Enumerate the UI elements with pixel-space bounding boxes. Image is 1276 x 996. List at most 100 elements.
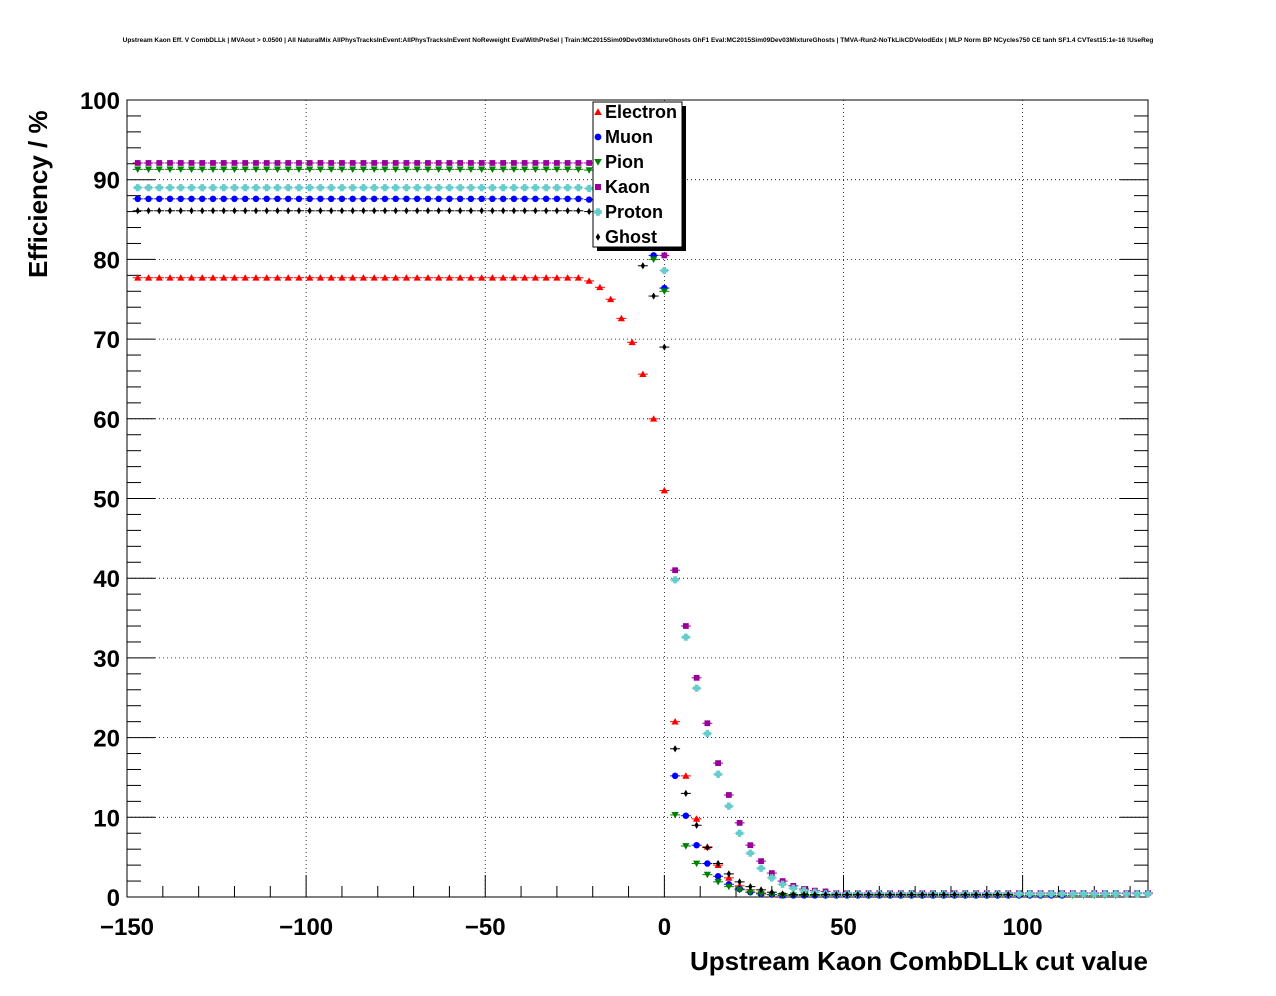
- data-point: [338, 195, 346, 203]
- data-point: [349, 274, 357, 281]
- data-point: [682, 812, 690, 819]
- data-point: [531, 274, 539, 281]
- data-point: [306, 274, 314, 281]
- data-point: [435, 184, 443, 192]
- legend-label-pion: Pion: [605, 152, 644, 172]
- data-point: [414, 160, 421, 166]
- data-point: [522, 207, 527, 215]
- data-point: [1090, 890, 1098, 898]
- data-point: [252, 195, 260, 203]
- data-point: [381, 166, 389, 173]
- data-point: [672, 567, 678, 574]
- data-point: [671, 576, 679, 584]
- data-point: [177, 166, 185, 173]
- data-point: [166, 166, 174, 173]
- data-point: [209, 184, 217, 192]
- data-point: [435, 274, 443, 281]
- data-point: [220, 166, 228, 173]
- data-point: [155, 274, 163, 281]
- legend-marker-kaon: [594, 183, 602, 191]
- data-point: [823, 891, 828, 899]
- data-point: [157, 207, 162, 215]
- data-point: [488, 166, 497, 173]
- data-point: [963, 891, 968, 899]
- data-point: [445, 166, 454, 173]
- data-point: [402, 274, 411, 281]
- data-point: [264, 207, 269, 215]
- data-point: [241, 274, 249, 281]
- data-point: [252, 274, 260, 281]
- data-point: [220, 184, 228, 192]
- data-point: [1112, 890, 1120, 898]
- data-point: [263, 184, 271, 192]
- data-point: [273, 184, 282, 192]
- data-point: [693, 684, 701, 692]
- data-point: [144, 274, 153, 281]
- data-point: [789, 884, 797, 892]
- data-point: [458, 207, 463, 215]
- data-point: [521, 274, 529, 281]
- data-point: [812, 891, 817, 899]
- data-point: [134, 166, 142, 173]
- data-point: [715, 760, 721, 766]
- series-kaon: [132, 160, 1153, 896]
- data-point: [134, 184, 142, 192]
- data-point: [490, 207, 495, 215]
- data-point: [467, 274, 475, 281]
- data-point: [705, 843, 710, 852]
- data-point: [1122, 890, 1131, 898]
- data-point: [714, 878, 722, 886]
- data-point: [134, 195, 141, 203]
- data-point: [232, 207, 237, 215]
- data-point: [243, 207, 248, 215]
- data-point: [1026, 890, 1034, 898]
- data-point: [521, 160, 528, 166]
- data-point: [585, 184, 593, 193]
- data-point: [403, 160, 410, 166]
- data-point: [1047, 890, 1055, 898]
- data-point: [402, 184, 411, 192]
- data-point: [349, 184, 357, 192]
- data-point: [941, 891, 946, 899]
- data-point: [866, 891, 871, 899]
- data-point: [693, 815, 701, 822]
- data-point: [543, 160, 550, 166]
- data-point: [144, 166, 153, 173]
- data-point: [778, 880, 787, 888]
- data-point: [564, 166, 572, 173]
- y-axis-title: Efficiency / %: [23, 110, 53, 278]
- data-point: [361, 207, 366, 215]
- data-point: [446, 195, 453, 203]
- data-point: [339, 160, 345, 166]
- data-point: [284, 166, 292, 173]
- data-point: [177, 184, 185, 192]
- data-point: [177, 195, 184, 203]
- data-point: [359, 184, 368, 192]
- series-proton: [132, 184, 1153, 898]
- data-point: [909, 891, 914, 899]
- data-point: [532, 160, 539, 166]
- data-point: [682, 843, 690, 850]
- data-point: [338, 274, 346, 281]
- data-point: [189, 207, 194, 215]
- data-point: [306, 166, 314, 173]
- data-point: [489, 160, 496, 166]
- data-point: [660, 266, 668, 275]
- data-point: [456, 184, 464, 192]
- data-point: [392, 166, 400, 173]
- data-point: [327, 184, 335, 192]
- legend-marker-electron: [594, 108, 602, 116]
- data-point: [553, 184, 561, 192]
- data-point: [746, 849, 754, 857]
- data-point: [565, 207, 570, 215]
- data-point: [307, 207, 312, 215]
- data-point: [693, 841, 700, 849]
- y-tick-label: 0: [107, 885, 120, 912]
- data-point: [585, 277, 593, 284]
- data-point: [478, 166, 486, 173]
- data-point: [415, 207, 420, 215]
- data-point: [521, 166, 529, 173]
- data-point: [230, 184, 239, 192]
- data-point: [660, 288, 668, 295]
- data-point: [780, 890, 785, 898]
